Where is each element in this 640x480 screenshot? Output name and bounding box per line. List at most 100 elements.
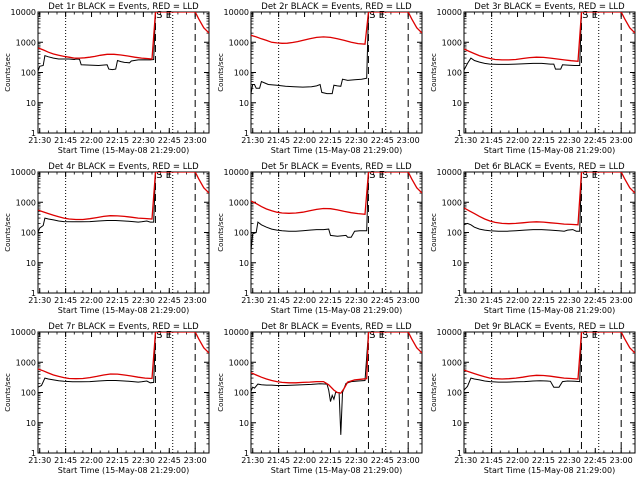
flag-label: S E xyxy=(369,330,385,341)
y-tick-label: 1000 xyxy=(229,358,249,367)
x-tick-label: 22:45 xyxy=(584,136,607,145)
x-tick-label: 22:15 xyxy=(532,456,555,465)
x-tick-label: 21:30 xyxy=(454,456,477,465)
series-group xyxy=(38,172,209,233)
x-tick-label: 22:00 xyxy=(506,456,529,465)
x-tick-label: 21:45 xyxy=(480,456,503,465)
plot-frame xyxy=(37,171,210,294)
x-tick-label: 22:15 xyxy=(532,296,555,305)
y-tick-label: 100 xyxy=(447,69,462,78)
series-group xyxy=(38,12,209,72)
x-tick-label: 22:45 xyxy=(371,296,394,305)
series-line-lld xyxy=(464,172,635,226)
flag-label: S E xyxy=(156,330,172,341)
y-tick-label: 1 xyxy=(244,289,249,298)
detector-panel: Det 8r BLACK = Events, RED = LLD 1 10 100 10… xyxy=(217,322,423,475)
panel-title: Det 8r BLACK = Events, RED = LLD xyxy=(261,322,412,332)
x-tick-label: 22:00 xyxy=(293,296,316,305)
y-tick-label: 10000 xyxy=(224,8,249,17)
x-tick-label: 23:00 xyxy=(397,136,420,145)
y-axis-label: Counts/sec xyxy=(217,373,225,412)
detector-panel: Det 2r BLACK = Events, RED = LLD 1 10 100 10… xyxy=(217,2,423,155)
x-axis-label: Start Time (15-May-08 21:29:00) xyxy=(58,146,189,155)
y-tick-label: 1000 xyxy=(442,198,462,207)
x-tick-label: 22:15 xyxy=(319,296,342,305)
y-tick-label: 1000 xyxy=(16,358,36,367)
series-group xyxy=(464,172,635,232)
x-axis-label: Start Time (15-May-08 21:29:00) xyxy=(484,466,615,475)
y-tick-label: 100 xyxy=(447,389,462,398)
series-line-lld xyxy=(38,332,209,380)
series-group xyxy=(464,12,635,71)
y-tick-label: 1 xyxy=(457,129,462,138)
x-tick-label: 22:45 xyxy=(584,456,607,465)
y-tick-label: 1 xyxy=(31,289,36,298)
y-tick-label: 100 xyxy=(234,389,249,398)
x-axis-label: Start Time (15-May-08 21:29:00) xyxy=(58,466,189,475)
series-line-lld xyxy=(251,332,422,394)
series-group xyxy=(251,172,422,251)
series-line-lld xyxy=(464,332,635,380)
y-axis-label: Counts/sec xyxy=(4,373,12,412)
x-tick-label: 22:00 xyxy=(80,296,103,305)
x-tick-label: 22:30 xyxy=(558,296,581,305)
x-tick-label: 22:00 xyxy=(293,456,316,465)
x-tick-label: 22:30 xyxy=(345,136,368,145)
flag-label: S E xyxy=(582,10,598,21)
x-tick-label: 21:45 xyxy=(480,296,503,305)
y-tick-label: 10000 xyxy=(11,8,36,17)
y-tick-label: 100 xyxy=(447,229,462,238)
x-axis-label: Start Time (15-May-08 21:29:00) xyxy=(484,146,615,155)
y-axis-label: Counts/sec xyxy=(430,373,438,412)
x-tick-label: 22:00 xyxy=(506,296,529,305)
x-tick-label: 22:00 xyxy=(80,456,103,465)
y-tick-label: 1 xyxy=(244,449,249,458)
x-tick-label: 22:00 xyxy=(506,136,529,145)
y-tick-label: 10 xyxy=(26,99,36,108)
x-tick-label: 21:45 xyxy=(480,136,503,145)
y-tick-label: 1000 xyxy=(442,38,462,47)
x-tick-label: 22:30 xyxy=(345,456,368,465)
series-line-events xyxy=(38,172,156,233)
series-line-lld xyxy=(251,172,422,216)
x-tick-label: 22:15 xyxy=(106,456,129,465)
x-axis-label: Start Time (15-May-08 21:29:00) xyxy=(271,146,402,155)
panel-title: Det 3r BLACK = Events, RED = LLD xyxy=(474,2,625,12)
plot-frame xyxy=(37,331,210,454)
y-tick-label: 10 xyxy=(452,99,462,108)
x-tick-label: 21:30 xyxy=(241,456,264,465)
y-tick-label: 10 xyxy=(452,419,462,428)
panel-title: Det 1r BLACK = Events, RED = LLD xyxy=(48,2,199,12)
y-tick-label: 100 xyxy=(21,229,36,238)
y-tick-label: 10 xyxy=(239,259,249,268)
y-axis-label: Counts/sec xyxy=(217,213,225,252)
series-line-events xyxy=(251,332,369,435)
x-tick-label: 22:30 xyxy=(345,296,368,305)
x-tick-label: 22:45 xyxy=(584,296,607,305)
series-line-events xyxy=(464,12,582,71)
x-tick-label: 21:30 xyxy=(454,136,477,145)
x-tick-label: 22:45 xyxy=(158,456,181,465)
x-tick-label: 22:30 xyxy=(132,296,155,305)
detector-panel: Det 7r BLACK = Events, RED = LLD 1 10 100 10… xyxy=(4,322,210,475)
x-tick-label: 22:45 xyxy=(371,456,394,465)
x-axis-label: Start Time (15-May-08 21:29:00) xyxy=(58,306,189,315)
x-tick-label: 21:30 xyxy=(28,136,51,145)
detector-panel: Det 9r BLACK = Events, RED = LLD 1 10 100 10… xyxy=(430,322,636,475)
y-axis-label: Counts/sec xyxy=(4,53,12,92)
plot-frame xyxy=(250,171,423,294)
panel-title: Det 4r BLACK = Events, RED = LLD xyxy=(48,162,199,172)
y-tick-label: 1 xyxy=(31,449,36,458)
x-tick-label: 23:00 xyxy=(397,456,420,465)
y-tick-label: 100 xyxy=(234,229,249,238)
x-tick-label: 23:00 xyxy=(184,136,207,145)
x-tick-label: 23:00 xyxy=(610,136,633,145)
plot-frame xyxy=(463,171,636,294)
series-group xyxy=(464,332,635,391)
x-tick-label: 22:15 xyxy=(319,136,342,145)
detector-panel: Det 4r BLACK = Events, RED = LLD 1 10 100 10… xyxy=(4,162,210,315)
detector-panel: Det 3r BLACK = Events, RED = LLD 1 10 100 10… xyxy=(430,2,636,155)
y-tick-label: 10000 xyxy=(11,328,36,337)
series-group xyxy=(251,332,422,435)
